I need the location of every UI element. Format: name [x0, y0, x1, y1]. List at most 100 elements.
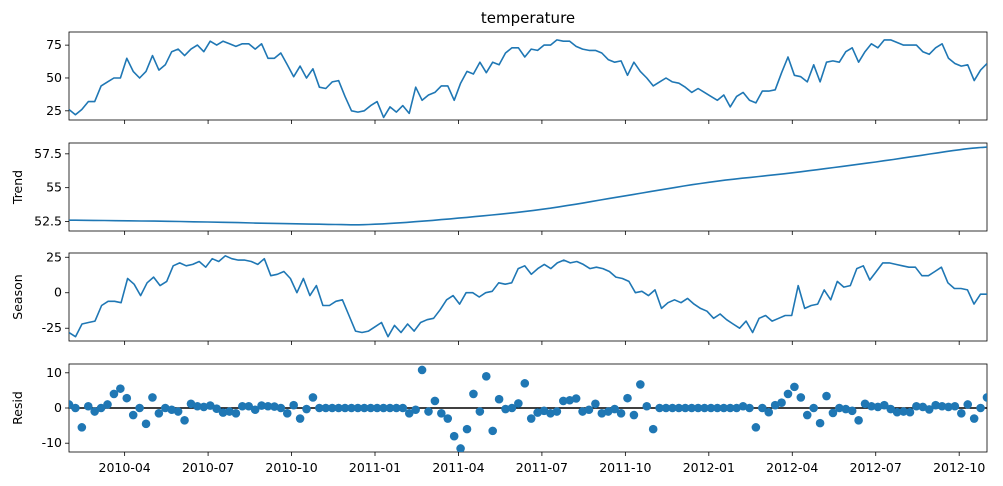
resid-point: [282, 408, 292, 418]
resid-point: [693, 403, 703, 413]
resid-point: [398, 403, 408, 413]
resid-point: [623, 393, 632, 403]
plot-area: [69, 365, 987, 452]
resid-point: [514, 399, 523, 408]
resid-point: [783, 389, 793, 399]
axes-frame: [68, 142, 988, 232]
axes-frame: [68, 31, 988, 121]
resid-point: [912, 401, 921, 411]
resid-point: [83, 401, 93, 411]
y-tick-label: 0: [54, 285, 62, 300]
resid-point: [437, 408, 446, 418]
resid-point: [879, 400, 889, 410]
resid-point: [366, 403, 376, 413]
resid-point: [969, 414, 979, 423]
resid-point: [456, 444, 465, 452]
y-axis-label: Trend: [10, 170, 25, 205]
resid-point: [77, 423, 87, 432]
x-tick-label: 2012-04: [766, 460, 818, 475]
resid-point: [661, 403, 671, 413]
resid-point: [193, 401, 202, 411]
resid-point: [494, 394, 504, 404]
resid-point: [905, 407, 915, 417]
resid-point: [379, 403, 388, 413]
resid-point: [950, 401, 960, 411]
resid-point: [71, 403, 80, 413]
resid-point: [141, 419, 151, 429]
resid-point: [687, 403, 696, 413]
resid-point: [244, 401, 254, 411]
resid-point: [777, 398, 786, 408]
resid-point: [809, 403, 818, 413]
resid-point: [173, 407, 183, 416]
resid-point: [116, 384, 125, 393]
resid-point: [392, 403, 401, 413]
resid-point: [559, 396, 568, 406]
series-line: [69, 146, 987, 226]
resid-point: [488, 426, 497, 436]
resid-point: [924, 405, 934, 414]
resid-point: [424, 407, 433, 416]
resid-point: [289, 400, 298, 410]
resid-point: [745, 403, 754, 413]
resid-point: [96, 403, 106, 413]
resid-point: [148, 393, 157, 402]
series-line: [69, 39, 987, 119]
resid-point: [931, 400, 940, 410]
y-tick-label: 75: [46, 37, 62, 52]
resid-point: [411, 405, 420, 415]
resid-point: [430, 396, 440, 406]
resid-point: [713, 403, 722, 413]
resid-point: [507, 403, 517, 413]
resid-point: [591, 399, 600, 409]
resid-point: [231, 408, 241, 418]
resid-point: [135, 403, 144, 413]
resid-point: [321, 403, 331, 413]
resid-point: [404, 408, 414, 418]
resid-point: [302, 404, 311, 414]
y-tick-label: 10: [46, 365, 62, 380]
resid-point: [835, 403, 844, 413]
resid-point: [822, 391, 831, 401]
y-tick-label: 0: [54, 400, 62, 415]
resid-point: [937, 401, 947, 411]
resid-point: [103, 400, 112, 409]
resid-point: [976, 403, 985, 413]
x-tick-label: 2011-07: [516, 460, 568, 475]
y-tick-label: 25: [46, 249, 62, 264]
resid-point: [443, 414, 453, 423]
resid-point: [957, 408, 966, 418]
resid-point: [315, 403, 324, 413]
resid-point: [347, 403, 356, 413]
resid-point: [128, 410, 138, 420]
resid-point: [854, 416, 863, 425]
resid-point: [610, 404, 619, 414]
resid-point: [520, 379, 530, 388]
resid-point: [270, 402, 279, 411]
resid-point: [526, 414, 536, 423]
resid-point: [674, 403, 684, 413]
resid-point: [122, 393, 132, 403]
resid-point: [758, 403, 767, 413]
resid-point: [719, 403, 729, 413]
resid-point: [385, 403, 395, 413]
resid-point: [802, 410, 812, 420]
resid-point: [462, 424, 472, 434]
resid-point: [308, 393, 318, 402]
plot-area: [69, 255, 987, 338]
resid-point: [218, 408, 228, 417]
resid-point: [263, 401, 273, 411]
y-axis-label: Resid: [10, 391, 25, 425]
y-axis-label: Season: [10, 274, 25, 319]
resid-point: [449, 431, 459, 441]
resid-point: [501, 404, 510, 414]
resid-point: [469, 389, 478, 399]
resid-point: [327, 403, 337, 413]
resid-point: [867, 401, 876, 411]
resid-point: [963, 400, 973, 409]
x-tick-label: 2010-10: [265, 460, 317, 475]
resid-point: [475, 407, 485, 416]
x-tick-label: 2011-10: [599, 460, 651, 475]
resid-point: [109, 389, 119, 399]
